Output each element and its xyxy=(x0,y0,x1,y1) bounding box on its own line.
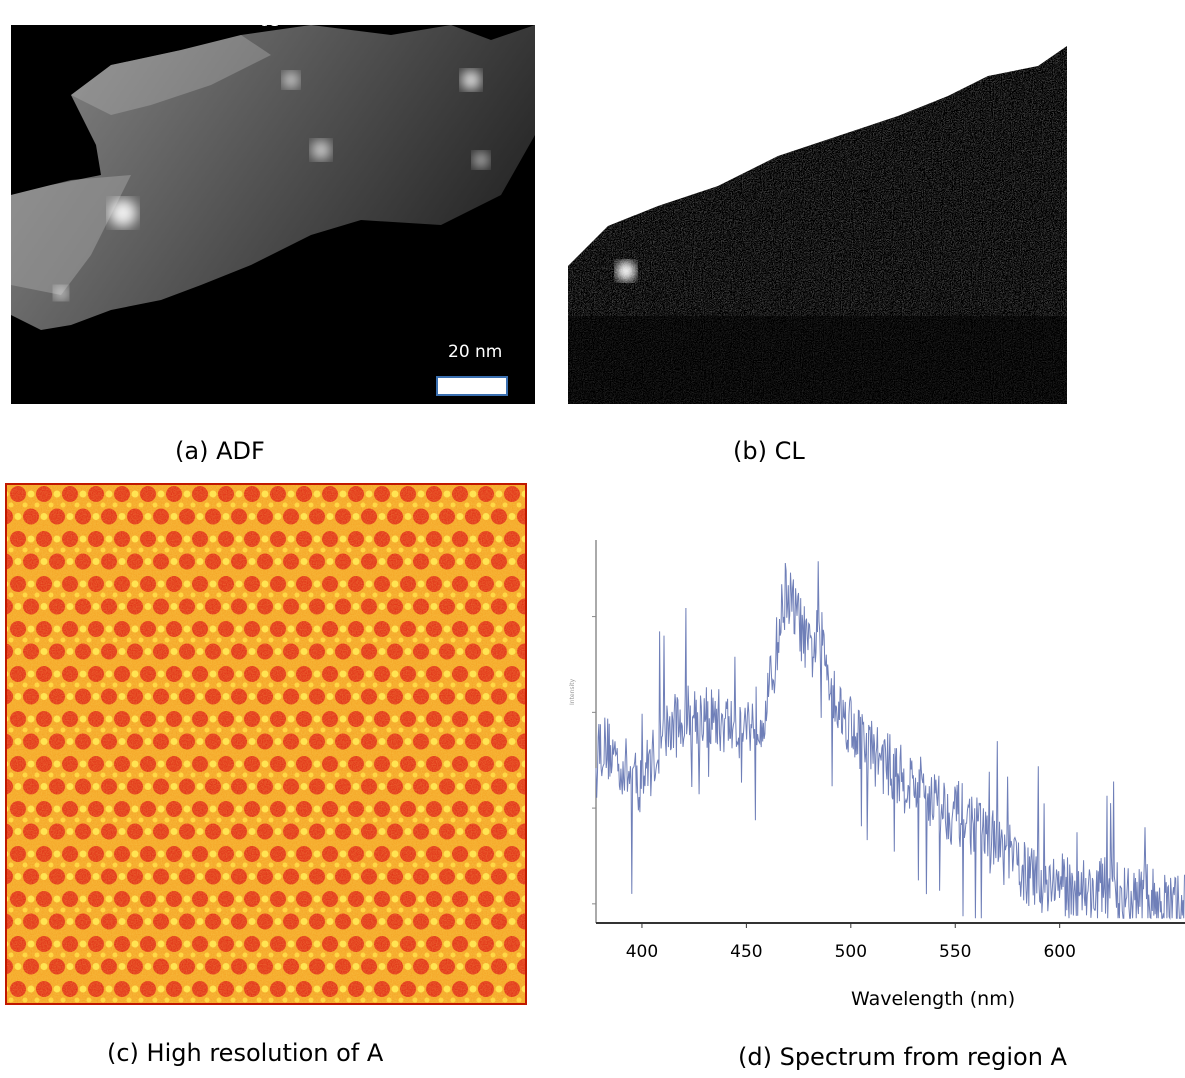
caption-c: (c) High resolution of A xyxy=(107,1039,384,1067)
x-tick-label: 500 xyxy=(835,942,867,962)
caption-b: (b) CL xyxy=(733,437,805,465)
adf-image xyxy=(11,25,535,404)
x-tick-label: 450 xyxy=(730,942,762,962)
region-a-marker: A xyxy=(262,6,278,31)
spectrum-chart: Intensity 400 450 500 550 600 Wavelength (nm… xyxy=(566,535,1185,1010)
lattice-image xyxy=(4,482,528,1006)
series-line xyxy=(595,561,1185,921)
cl-image xyxy=(568,36,1067,404)
spectrum-plot: Intensity 400 450 500 550 600 Wavelength (nm… xyxy=(569,540,1185,1010)
scale-bar xyxy=(436,376,508,396)
adf-micrograph xyxy=(11,25,535,404)
x-tick-label: 550 xyxy=(939,942,971,962)
cl-map xyxy=(568,36,1067,404)
scale-bar-label: 20 nm xyxy=(448,342,503,362)
high-resolution-image xyxy=(4,482,528,1006)
x-axis-label: Wavelength (nm) xyxy=(851,988,1015,1010)
x-tick-label: 400 xyxy=(626,942,658,962)
y-axis-label: Intensity xyxy=(569,678,576,705)
caption-d: (d) Spectrum from region A xyxy=(738,1043,1067,1071)
x-tick-label: 600 xyxy=(1043,942,1075,962)
caption-a: (a) ADF xyxy=(175,437,265,465)
